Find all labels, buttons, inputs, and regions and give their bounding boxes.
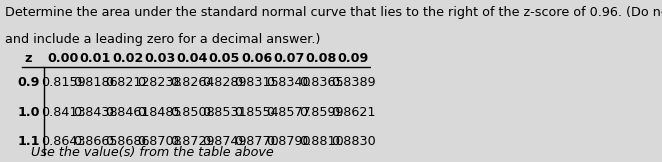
Text: 0.8599: 0.8599 bbox=[299, 106, 344, 119]
Text: 0.01: 0.01 bbox=[79, 52, 111, 65]
Text: Determine the area under the standard normal curve that lies to the right of the: Determine the area under the standard no… bbox=[5, 6, 662, 19]
Text: 0.8461: 0.8461 bbox=[105, 106, 150, 119]
Text: 0.02: 0.02 bbox=[112, 52, 143, 65]
Text: 0.8264: 0.8264 bbox=[170, 76, 214, 89]
Text: 0.8508: 0.8508 bbox=[169, 106, 214, 119]
Text: and include a leading zero for a decimal answer.): and include a leading zero for a decimal… bbox=[5, 33, 320, 46]
Text: 0.8212: 0.8212 bbox=[105, 76, 150, 89]
Text: 0.8485: 0.8485 bbox=[138, 106, 182, 119]
Text: 0.8749: 0.8749 bbox=[202, 135, 247, 148]
Text: 0.8554: 0.8554 bbox=[234, 106, 279, 119]
Text: 0.8186: 0.8186 bbox=[73, 76, 118, 89]
Text: 0.06: 0.06 bbox=[241, 52, 272, 65]
Text: 0.09: 0.09 bbox=[338, 52, 369, 65]
Text: 0.8340: 0.8340 bbox=[267, 76, 311, 89]
Text: 0.8790: 0.8790 bbox=[267, 135, 311, 148]
Text: 0.8577: 0.8577 bbox=[267, 106, 311, 119]
Text: 0.03: 0.03 bbox=[144, 52, 175, 65]
Text: 0.8531: 0.8531 bbox=[202, 106, 247, 119]
Text: 0.8289: 0.8289 bbox=[202, 76, 247, 89]
Text: 0.8621: 0.8621 bbox=[331, 106, 375, 119]
Text: 0.8810: 0.8810 bbox=[299, 135, 344, 148]
Text: 0.8389: 0.8389 bbox=[331, 76, 376, 89]
Text: 0.8438: 0.8438 bbox=[73, 106, 118, 119]
Text: 0.8830: 0.8830 bbox=[331, 135, 376, 148]
Text: 0.8365: 0.8365 bbox=[299, 76, 344, 89]
Text: 0.8643: 0.8643 bbox=[41, 135, 85, 148]
Text: 0.04: 0.04 bbox=[176, 52, 208, 65]
Text: Use the value(s) from the table above: Use the value(s) from the table above bbox=[31, 146, 274, 159]
Text: 0.8315: 0.8315 bbox=[234, 76, 279, 89]
Text: 0.8238: 0.8238 bbox=[138, 76, 182, 89]
Text: 0.9: 0.9 bbox=[17, 76, 40, 89]
Text: 0.08: 0.08 bbox=[305, 52, 337, 65]
Text: 1.0: 1.0 bbox=[17, 106, 40, 119]
Text: z: z bbox=[24, 52, 32, 65]
Text: 1.1: 1.1 bbox=[17, 135, 40, 148]
Text: 0.8686: 0.8686 bbox=[105, 135, 150, 148]
Text: 0.8770: 0.8770 bbox=[234, 135, 279, 148]
Text: 0.8729: 0.8729 bbox=[170, 135, 214, 148]
Text: 0.05: 0.05 bbox=[209, 52, 240, 65]
Text: 0.8159: 0.8159 bbox=[41, 76, 85, 89]
Text: 0.07: 0.07 bbox=[273, 52, 305, 65]
Text: 0.8413: 0.8413 bbox=[41, 106, 85, 119]
Text: 0.8665: 0.8665 bbox=[73, 135, 118, 148]
Text: 0.8708: 0.8708 bbox=[138, 135, 182, 148]
Text: 0.00: 0.00 bbox=[48, 52, 79, 65]
